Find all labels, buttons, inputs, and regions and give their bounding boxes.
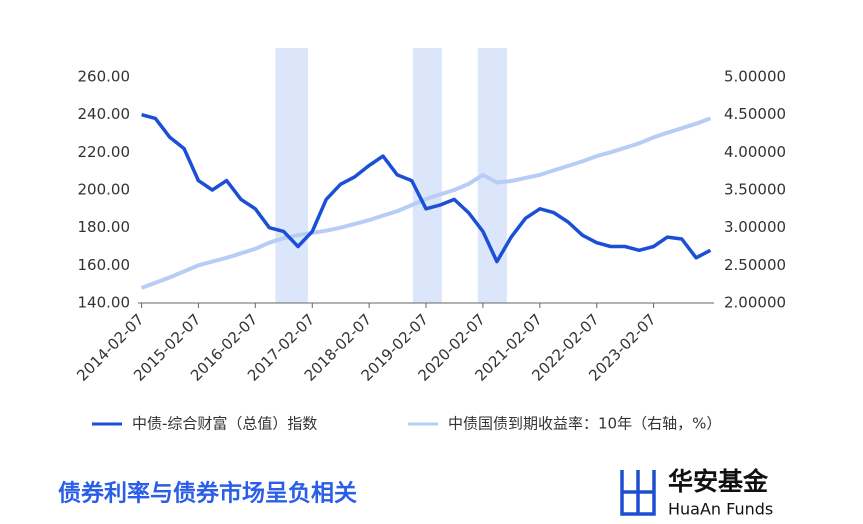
y-tick-label: 140.00	[78, 294, 131, 312]
y-tick-label: 160.00	[78, 256, 131, 274]
y-tick-label: 260.00	[78, 68, 131, 86]
caption: 债券利率与债券市场呈负相关	[58, 480, 357, 507]
y-tick-label: 240.00	[78, 105, 131, 123]
y2-tick-label: 4.50000	[724, 105, 786, 123]
y-tick-label: 220.00	[78, 143, 131, 161]
series-line	[140, 116, 712, 290]
legend-label: 中债国债到期收益率：10年（右轴，%）	[448, 415, 721, 433]
y2-tick-label: 3.50000	[724, 181, 786, 199]
y2-tick-label: 2.00000	[724, 294, 786, 312]
y2-tick-label: 4.00000	[724, 143, 786, 161]
y2-tick-label: 2.50000	[724, 256, 786, 274]
y2-tick-label: 5.00000	[724, 68, 786, 86]
series-line	[141, 113, 712, 264]
legend-label: 中债-综合财富（总值）指数	[132, 415, 317, 433]
logo-latin: HuaAn Funds	[668, 500, 773, 519]
logo-name: 华安基金	[668, 467, 769, 496]
y-tick-label: 180.00	[78, 218, 131, 236]
shaded-period	[275, 48, 308, 303]
y2-tick-label: 3.00000	[724, 218, 786, 236]
y-tick-label: 200.00	[78, 181, 131, 199]
logo-icon	[620, 470, 656, 516]
shaded-period	[412, 48, 442, 303]
